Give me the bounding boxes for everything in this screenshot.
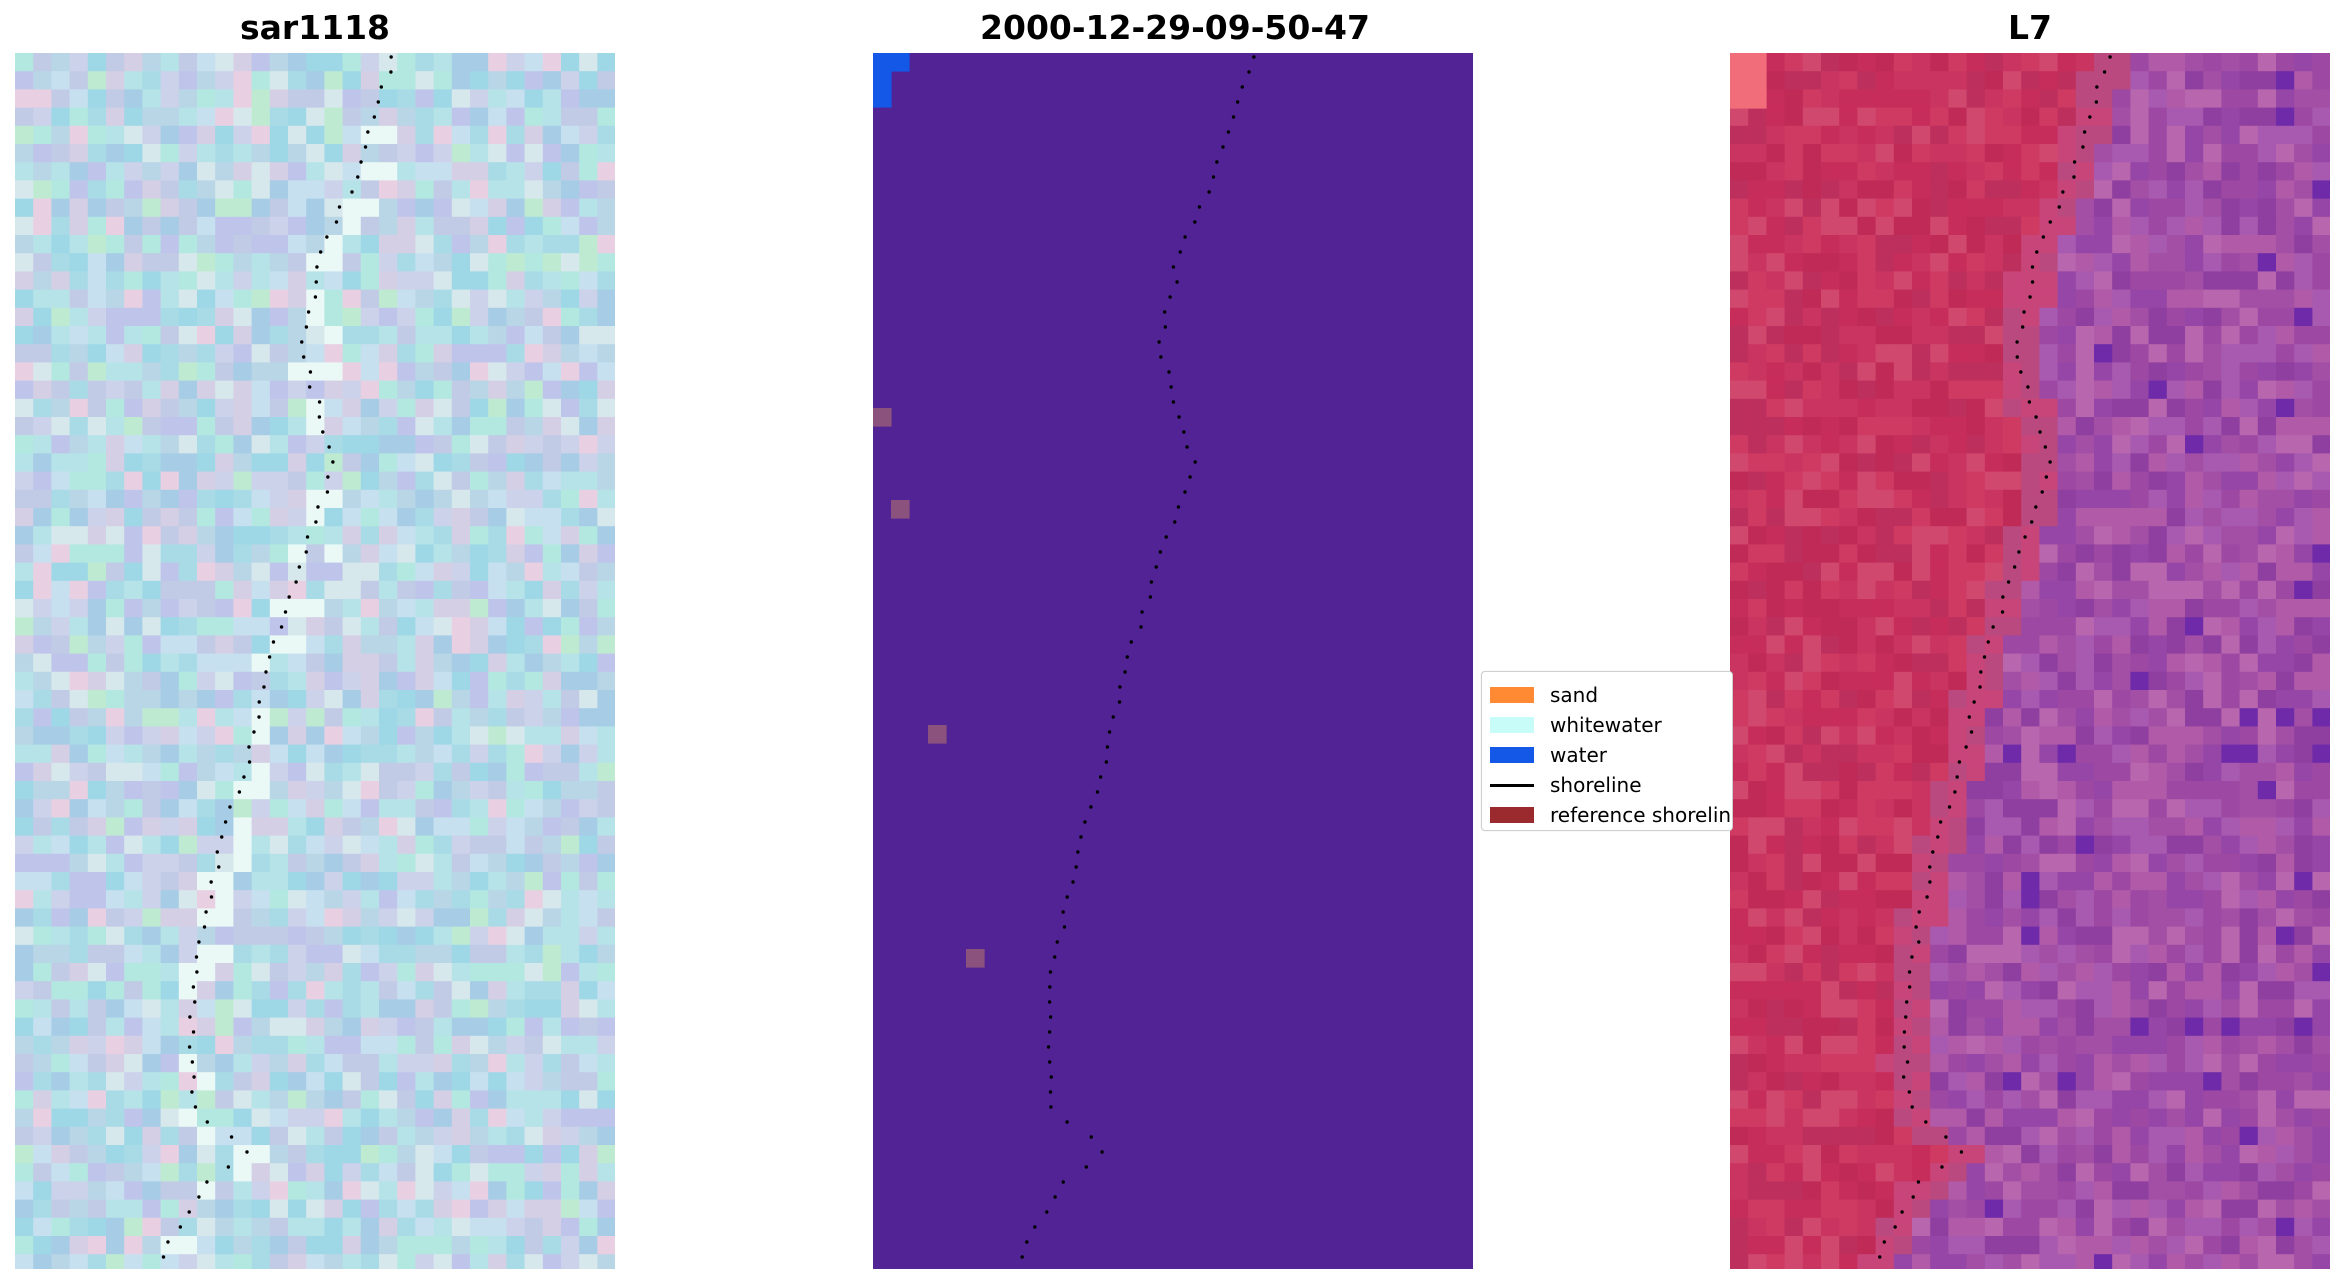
legend-label-shoreline: shoreline [1550, 773, 1642, 797]
reference-shoreline-swatch-icon [1490, 807, 1534, 823]
legend-item-reference-shoreline: reference shoreline [1490, 803, 1733, 827]
panel-title-date: 2000-12-29-09-50-47 [980, 8, 1370, 47]
legend-item-water: water [1490, 743, 1607, 767]
whitewater-swatch-icon [1490, 717, 1534, 733]
sand-swatch-icon [1490, 687, 1534, 703]
shoreline-line-icon [1490, 783, 1534, 787]
legend-label-reference-shoreline: reference shoreline [1550, 803, 1733, 827]
legend-label-whitewater: whitewater [1550, 713, 1662, 737]
legend: sand whitewater water shoreline referenc… [1481, 671, 1733, 831]
legend-item-sand: sand [1490, 683, 1598, 707]
legend-label-water: water [1550, 743, 1607, 767]
shoreline-dots-sar [161, 55, 393, 1259]
l7-image [1730, 53, 2330, 1269]
classified-image [873, 53, 1473, 1269]
legend-item-shoreline: shoreline [1490, 773, 1642, 797]
legend-item-whitewater: whitewater [1490, 713, 1662, 737]
shoreline-dots-l7 [1878, 55, 2112, 1259]
panel-title-l7: L7 [2008, 8, 2052, 47]
legend-label-sand: sand [1550, 683, 1599, 707]
sar-rgb-image [15, 53, 615, 1269]
panel-title-sar: sar1118 [239, 8, 391, 47]
water-swatch-icon [1490, 747, 1534, 763]
shoreline-dots-classified [1020, 55, 1256, 1259]
